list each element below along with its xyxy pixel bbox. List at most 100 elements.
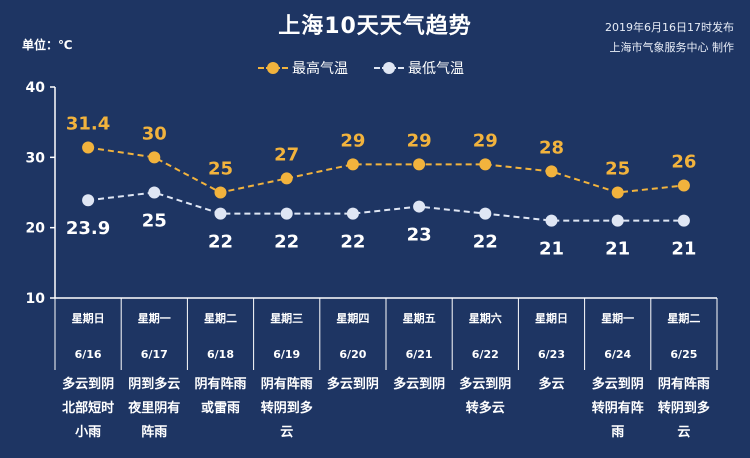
low-temp-point [611, 214, 624, 227]
high-temp-label: 30 [142, 123, 167, 144]
high-temp-point [214, 186, 227, 199]
low-temp-label: 21 [671, 239, 696, 260]
high-temp-label: 31.4 [66, 113, 110, 134]
high-temp-point [82, 141, 95, 154]
weather-condition: 阵雨 [141, 424, 167, 440]
weather-condition: 转阴到多 [261, 400, 313, 416]
weather-condition: 夜里阴有 [127, 400, 180, 416]
low-temp-label: 22 [208, 232, 233, 253]
weather-condition: 转阴有阵 [592, 400, 644, 416]
high-temp-point [346, 158, 359, 171]
legend: 最高气温 最低气温 [258, 58, 464, 78]
high-temp-point [479, 158, 492, 171]
date-label: 6/22 [472, 348, 499, 361]
high-temp-label: 27 [274, 144, 299, 165]
low-temp-point [148, 186, 161, 199]
weather-condition: 或雷雨 [201, 400, 240, 416]
low-temp-point [346, 207, 359, 220]
legend-low-swatch [374, 62, 404, 74]
high-temp-point [413, 158, 426, 171]
date-label: 6/24 [604, 348, 631, 361]
weekday-label: 星期四 [336, 311, 369, 325]
high-temp-label: 29 [407, 130, 432, 151]
y-tick-label: 30 [26, 150, 46, 166]
high-temp-line [87, 146, 685, 194]
chart-title: 上海10天天气趋势 [278, 14, 472, 39]
date-label: 6/21 [406, 348, 433, 361]
weekday-label: 星期二 [667, 311, 700, 325]
weekday-label: 星期二 [204, 311, 237, 325]
publish-time: 2019年6月16日17时发布 [605, 21, 734, 34]
y-tick-label: 20 [26, 221, 46, 237]
low-temp-line [87, 191, 684, 222]
high-temp-label: 28 [539, 137, 564, 158]
low-temp-label: 25 [142, 211, 167, 232]
weekday-label: 星期一 [601, 311, 634, 325]
low-temp-point [545, 214, 558, 227]
weather-condition: 多云 [538, 376, 564, 392]
y-tick-label: 40 [26, 80, 46, 96]
legend-high-swatch [258, 62, 288, 74]
date-label: 6/17 [141, 348, 168, 361]
high-temp-point [677, 179, 690, 192]
weather-condition: 多云到阴 [393, 376, 445, 392]
weekday-label: 星期日 [535, 311, 568, 325]
high-temp-label: 29 [340, 130, 365, 151]
legend-low: 最低气温 [374, 58, 464, 78]
y-tick-label: 10 [26, 291, 46, 307]
high-temp-point [280, 172, 293, 185]
weekday-label: 星期三 [270, 311, 303, 325]
weather-condition: 多云到阴 [459, 376, 511, 392]
low-temp-point [82, 194, 95, 207]
date-label: 6/20 [339, 348, 366, 361]
unit-label: 单位：℃ [22, 38, 73, 52]
weather-condition: 云 [677, 425, 690, 440]
date-label: 6/25 [670, 348, 697, 361]
low-temp-label: 22 [274, 232, 299, 253]
weather-condition: 阴有阵雨 [194, 376, 246, 392]
high-temp-point [611, 186, 624, 199]
weather-condition: 阴有阵雨 [658, 376, 710, 392]
date-label: 6/18 [207, 348, 234, 361]
weather-condition: 阴到多云 [128, 376, 180, 392]
weather-condition: 云 [280, 425, 293, 440]
weekday-label: 星期日 [72, 311, 105, 325]
date-label: 6/16 [75, 348, 102, 361]
weekday-label: 星期一 [138, 311, 171, 325]
low-temp-point [280, 207, 293, 220]
high-temp-label: 26 [671, 151, 696, 172]
weather-condition: 多云到阴 [592, 376, 644, 392]
high-temp-label: 25 [208, 159, 233, 180]
weekday-label: 星期五 [403, 311, 436, 325]
low-temp-label: 21 [539, 239, 564, 260]
weather-condition: 多云到阴 [327, 376, 379, 392]
low-temp-point [479, 207, 492, 220]
weekday-label: 星期六 [469, 311, 502, 325]
weather-condition: 雨 [611, 425, 624, 440]
high-temp-label: 25 [605, 159, 630, 180]
low-temp-label: 23 [407, 225, 432, 246]
high-temp-point [148, 151, 161, 164]
weather-condition: 阴有阵雨 [261, 376, 313, 392]
weather-condition: 北部短时 [62, 400, 114, 416]
weather-condition: 多云到阴 [62, 376, 114, 392]
weather-condition: 转多云 [466, 400, 505, 416]
date-label: 6/23 [538, 348, 565, 361]
legend-high-label: 最高气温 [292, 61, 348, 77]
weather-condition: 转阴到多 [658, 400, 710, 416]
low-temp-label: 22 [473, 232, 498, 253]
legend-high: 最高气温 [258, 58, 348, 78]
low-temp-label: 23.9 [66, 218, 110, 239]
low-temp-point [677, 214, 690, 227]
low-temp-point [413, 200, 426, 213]
high-temp-label: 29 [473, 130, 498, 151]
legend-low-label: 最低气温 [408, 61, 464, 77]
publish-info: 2019年6月16日17时发布 上海市气象服务中心 制作 [605, 18, 734, 58]
low-temp-label: 21 [605, 239, 630, 260]
low-temp-label: 22 [340, 232, 365, 253]
publisher: 上海市气象服务中心 制作 [609, 41, 735, 54]
date-label: 6/19 [273, 348, 300, 361]
weather-condition: 小雨 [75, 425, 101, 440]
high-temp-point [545, 165, 558, 178]
